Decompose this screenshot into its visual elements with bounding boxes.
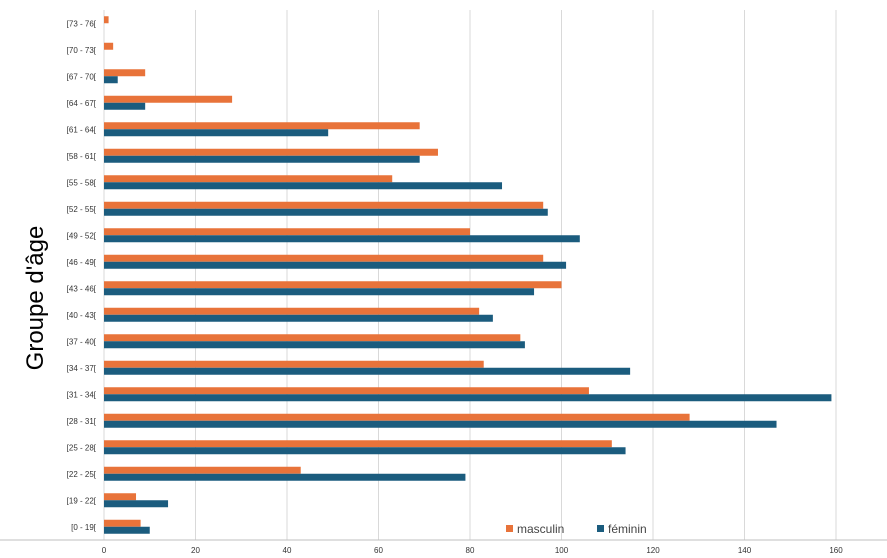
bar-masculin [104,493,137,501]
bar-masculin [104,440,612,448]
bar-masculin [104,148,438,156]
y-tick-label: [49 - 52[ [67,231,97,240]
bar-feminin [104,182,503,190]
y-axis-title: Groupe d'âge [22,226,49,371]
y-tick-label: [55 - 58[ [67,178,97,187]
bar-feminin [104,367,631,375]
bar-masculin [104,360,484,368]
legend-swatch-feminin [597,525,604,532]
bar-masculin [104,334,521,342]
bar-masculin [104,122,420,130]
x-tick-label: 0 [102,546,107,555]
y-tick-label: [22 - 25[ [67,470,97,479]
x-tick-label: 40 [283,546,292,555]
bar-feminin [104,235,580,243]
bar-feminin [104,288,535,296]
x-tick-label: 20 [191,546,200,555]
y-tick-label: [34 - 37[ [67,364,97,373]
x-tick-labels: 0 20 40 60 80 100 120 140 160 [102,546,843,555]
bar-masculin [104,281,562,289]
y-tick-label: [0 - 19[ [71,523,97,532]
bar-masculin [104,254,544,262]
bar-masculin [104,387,589,395]
bar-feminin [104,314,493,322]
bar-feminin [104,129,329,137]
legend-label-masculin: masculin [517,522,564,536]
bar-masculin [104,95,233,103]
y-tick-label: [40 - 43[ [67,311,97,320]
bar-masculin [104,466,301,474]
bar-feminin [104,420,777,428]
legend: masculin féminin [506,522,647,536]
bar-masculin [104,175,393,183]
bars [104,16,832,534]
y-tick-label: [67 - 70[ [67,72,97,81]
gridlines [0,10,887,541]
bar-masculin [104,69,146,77]
bar-masculin [104,42,114,50]
x-tick-label: 160 [829,546,843,555]
bar-feminin [104,526,150,534]
bar-feminin [104,76,118,84]
y-tick-label: [25 - 28[ [67,443,97,452]
bar-feminin [104,155,420,163]
bar-masculin [104,519,141,527]
x-tick-label: 100 [555,546,569,555]
bar-masculin [104,228,470,236]
y-tick-label: [70 - 73[ [67,46,97,55]
x-tick-label: 80 [466,546,475,555]
bar-feminin [104,447,626,455]
y-tick-label: [19 - 22[ [67,496,97,505]
bar-masculin [104,307,480,315]
y-tick-label: [28 - 31[ [67,417,97,426]
legend-label-feminin: féminin [608,522,647,536]
bar-feminin [104,208,548,216]
y-tick-label: [73 - 76[ [67,19,97,28]
bar-masculin [104,16,109,24]
y-tick-label: [31 - 34[ [67,390,97,399]
bar-feminin [104,394,832,402]
y-tick-label: [37 - 40[ [67,337,97,346]
legend-swatch-masculin [506,525,513,532]
y-tick-label: [52 - 55[ [67,205,97,214]
bar-feminin [104,261,567,269]
bar-masculin [104,413,690,421]
bar-feminin [104,500,169,508]
bar-feminin [104,341,525,349]
y-tick-label: [64 - 67[ [67,99,97,108]
x-tick-label: 60 [374,546,383,555]
y-tick-labels: [0 - 19[ [19 - 22[ [22 - 25[ [25 - 28[ [28 -… [67,19,97,532]
bar-feminin [104,102,146,110]
x-tick-label: 120 [646,546,660,555]
bar-masculin [104,201,544,209]
bar-feminin [104,473,466,481]
y-tick-label: [61 - 64[ [67,125,97,134]
x-tick-label: 140 [738,546,752,555]
y-tick-label: [46 - 49[ [67,258,97,267]
y-tick-label: [43 - 46[ [67,284,97,293]
y-tick-label: [58 - 61[ [67,152,97,161]
